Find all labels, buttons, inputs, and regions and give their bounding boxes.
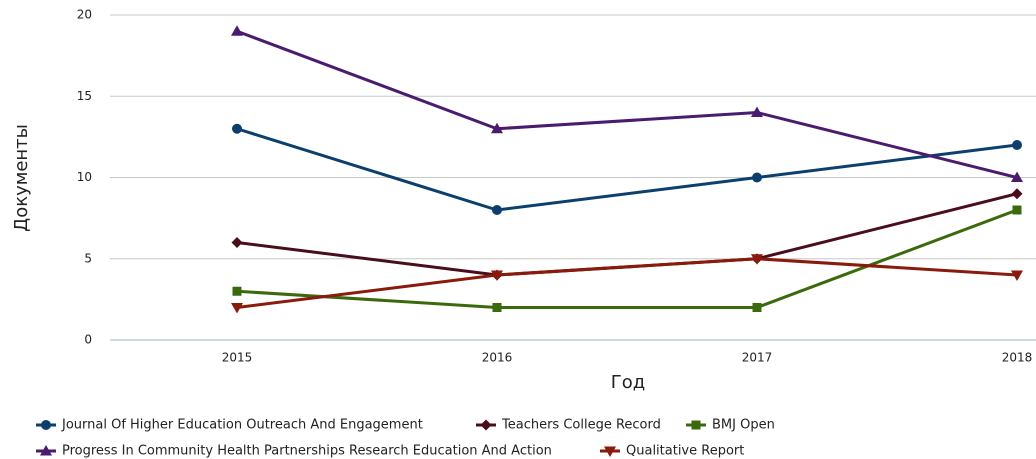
data-point: [1012, 140, 1022, 150]
x-tick-label: 2016: [482, 351, 513, 365]
series-line: [236, 192, 1018, 277]
x-axis-title: Год: [611, 372, 645, 393]
data-point: [1012, 205, 1022, 215]
data-point: [1011, 270, 1023, 281]
legend-text: Journal Of Higher Education Outreach And…: [61, 418, 423, 433]
series-line: [236, 257, 1018, 309]
data-point: [1011, 171, 1023, 182]
data-point: [231, 25, 243, 36]
data-point: [491, 270, 503, 281]
y-tick-label: 10: [77, 170, 92, 184]
y-tick-label: 20: [77, 8, 92, 22]
data-point: [492, 303, 502, 312]
data-point: [751, 106, 763, 117]
data-point: [232, 123, 242, 134]
data-point: [751, 254, 763, 265]
series-line: [236, 208, 1018, 309]
x-tick-label: 2018: [1002, 351, 1033, 365]
series-line: [236, 127, 1018, 212]
legend-marker: [40, 445, 52, 456]
data-point: [491, 122, 503, 134]
data-point: [752, 303, 762, 312]
data-point: [752, 172, 762, 183]
legend-text: Qualitative Report: [626, 444, 744, 459]
data-point: [231, 237, 243, 248]
legend-marker: [41, 420, 51, 430]
y-tick-label: 15: [77, 89, 92, 103]
legend-text: BMJ Open: [712, 418, 775, 433]
x-tick-label: 2017: [742, 351, 773, 365]
legend-text: Teachers College Record: [501, 418, 661, 433]
y-tick-label: 5: [84, 251, 92, 265]
legend-marker: [604, 446, 616, 457]
x-tick-label: 2015: [222, 351, 253, 365]
legend-text: Progress In Community Health Partnership…: [62, 444, 552, 459]
data-point: [231, 303, 243, 314]
data-point: [1011, 188, 1023, 200]
legend-marker: [691, 420, 701, 430]
y-axis-title: Документы: [11, 124, 32, 232]
y-tick-label: 0: [84, 333, 92, 347]
data-point: [232, 286, 242, 296]
data-point: [492, 205, 502, 215]
legend-marker: [480, 419, 492, 431]
series-line: [236, 29, 1018, 179]
